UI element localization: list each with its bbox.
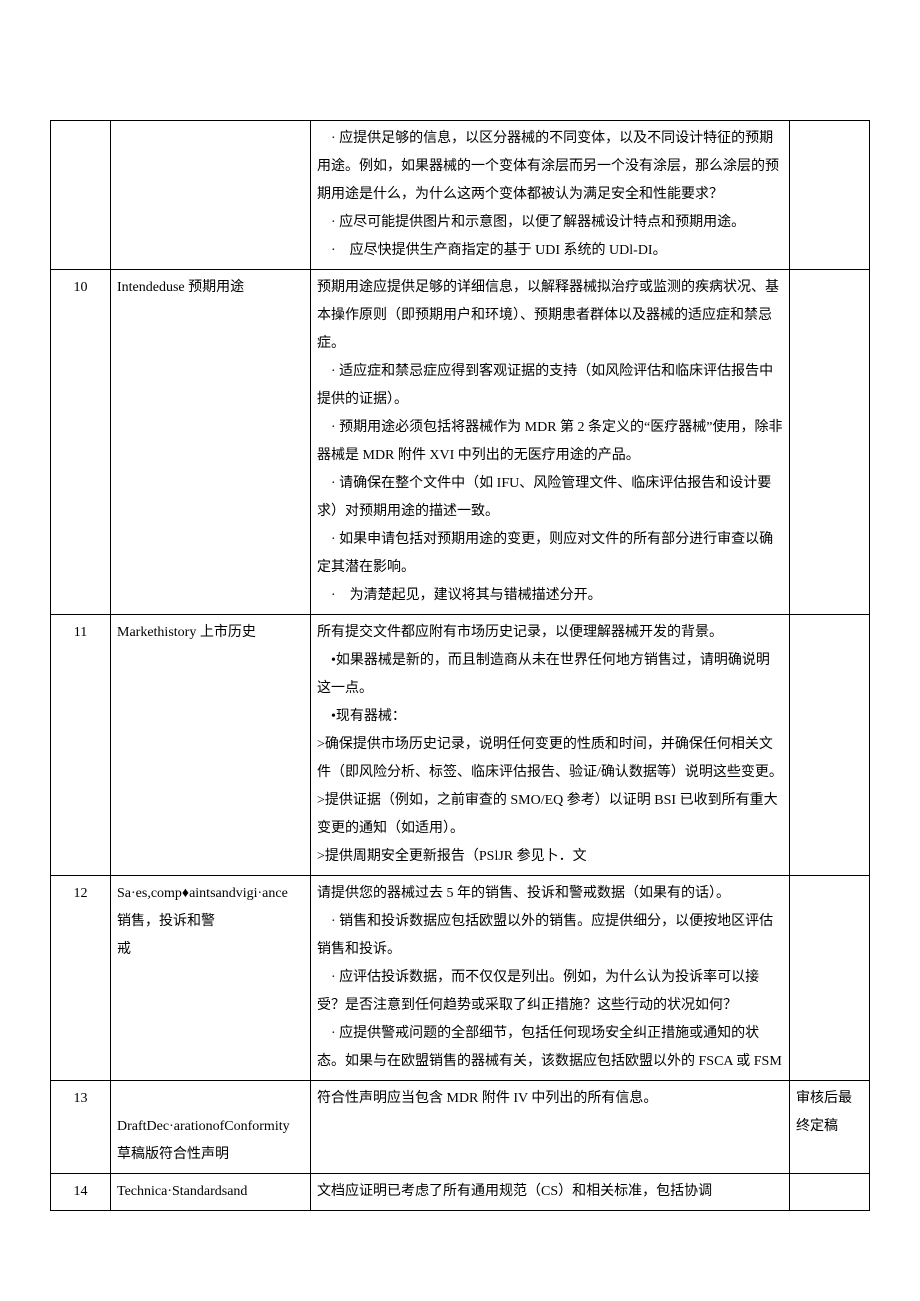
row-number: 11 — [51, 615, 111, 876]
requirements-table: · 应提供足够的信息，以区分器械的不同变体，以及不同设计特征的预期用途。例如，如… — [50, 120, 870, 1211]
row-body: 预期用途应提供足够的详细信息，以解释器械拟治疗或监测的疾病状况、基本操作原则（即… — [311, 270, 790, 615]
row-title: Sa·es,comp♦aintsandvigi·ance 销售，投诉和警 戒 — [111, 876, 311, 1081]
table-row: 13 DraftDec·arationofConformity 草稿版符合性声明… — [51, 1081, 870, 1174]
row-remark: 审核后最终定稿 — [790, 1081, 870, 1174]
body-line: 所有提交文件都应附有市场历史记录，以便理解器械开发的背景。 — [317, 619, 783, 647]
row-remark — [790, 270, 870, 615]
table-row: 14Technica·Standardsand文档应证明已考虑了所有通用规范（C… — [51, 1174, 870, 1211]
table-row: 11Markethistory 上市历史所有提交文件都应附有市场历史记录，以便理… — [51, 615, 870, 876]
document-page: · 应提供足够的信息，以区分器械的不同变体，以及不同设计特征的预期用途。例如，如… — [0, 0, 920, 1271]
body-line: >确保提供市场历史记录，说明任何变更的性质和时间，并确保任何相关文件（即风险分析… — [317, 731, 783, 787]
row-title — [111, 121, 311, 270]
body-line: · 为清楚起见，建议将其与错械描述分开。 — [317, 582, 783, 610]
row-number: 13 — [51, 1081, 111, 1174]
body-line: 请提供您的器械过去 5 年的销售、投诉和警戒数据（如果有的话）。 — [317, 880, 783, 908]
row-body: 文档应证明已考虑了所有通用规范（CS）和相关标准，包括协调 — [311, 1174, 790, 1211]
body-line: 预期用途应提供足够的详细信息，以解释器械拟治疗或监测的疾病状况、基本操作原则（即… — [317, 274, 783, 358]
row-title: DraftDec·arationofConformity 草稿版符合性声明 — [111, 1081, 311, 1174]
row-body: 符合性声明应当包含 MDR 附件 IV 中列出的所有信息。 — [311, 1081, 790, 1174]
body-line: •如果器械是新的，而且制造商从未在世界任何地方销售过，请明确说明这一点。 — [317, 647, 783, 703]
body-line: · 适应症和禁忌症应得到客观证据的支持（如风险评估和临床评估报告中提供的证据）。 — [317, 358, 783, 414]
body-line: >提供周期安全更新报告（PSlJR 参见卜．文 — [317, 843, 783, 871]
body-line: 文档应证明已考虑了所有通用规范（CS）和相关标准，包括协调 — [317, 1178, 783, 1206]
row-remark — [790, 876, 870, 1081]
table-row: 10Intendeduse 预期用途预期用途应提供足够的详细信息，以解释器械拟治… — [51, 270, 870, 615]
row-title: Markethistory 上市历史 — [111, 615, 311, 876]
table-row: 12Sa·es,comp♦aintsandvigi·ance 销售，投诉和警 戒… — [51, 876, 870, 1081]
row-number: 14 — [51, 1174, 111, 1211]
body-line: · 应评估投诉数据，而不仅仅是列出。例如，为什么认为投诉率可以接受？是否注意到任… — [317, 964, 783, 1020]
row-body: 所有提交文件都应附有市场历史记录，以便理解器械开发的背景。 •如果器械是新的，而… — [311, 615, 790, 876]
body-line: >提供证据（例如，之前审查的 SMO/EQ 参考）以证明 BSI 已收到所有重大… — [317, 787, 783, 843]
body-line: · 预期用途必须包括将器械作为 MDR 第 2 条定义的“医疗器械”使用，除非器… — [317, 414, 783, 470]
row-number — [51, 121, 111, 270]
table-row: · 应提供足够的信息，以区分器械的不同变体，以及不同设计特征的预期用途。例如，如… — [51, 121, 870, 270]
row-remark — [790, 615, 870, 876]
row-number: 12 — [51, 876, 111, 1081]
row-number: 10 — [51, 270, 111, 615]
row-title: Intendeduse 预期用途 — [111, 270, 311, 615]
row-body: · 应提供足够的信息，以区分器械的不同变体，以及不同设计特征的预期用途。例如，如… — [311, 121, 790, 270]
row-remark — [790, 1174, 870, 1211]
body-line: · 请确保在整个文件中（如 IFU、风险管理文件、临床评估报告和设计要求）对预期… — [317, 470, 783, 526]
body-line: 符合性声明应当包含 MDR 附件 IV 中列出的所有信息。 — [317, 1085, 783, 1113]
body-line: · 销售和投诉数据应包括欧盟以外的销售。应提供细分，以便按地区评估销售和投诉。 — [317, 908, 783, 964]
row-title: Technica·Standardsand — [111, 1174, 311, 1211]
row-remark — [790, 121, 870, 270]
row-body: 请提供您的器械过去 5 年的销售、投诉和警戒数据（如果有的话）。 · 销售和投诉… — [311, 876, 790, 1081]
body-line: · 如果申请包括对预期用途的变更，则应对文件的所有部分进行审查以确定其潜在影响。 — [317, 526, 783, 582]
body-line: · 应提供足够的信息，以区分器械的不同变体，以及不同设计特征的预期用途。例如，如… — [317, 125, 783, 209]
body-line: · 应尽可能提供图片和示意图，以便了解器械设计特点和预期用途。 — [317, 209, 783, 237]
body-line: · 应提供警戒问题的全部细节，包括任何现场安全纠正措施或通知的状态。如果与在欧盟… — [317, 1020, 783, 1076]
body-line: · 应尽快提供生产商指定的基于 UDI 系统的 UDl-DI。 — [317, 237, 783, 265]
body-line: •现有器械： — [317, 703, 783, 731]
